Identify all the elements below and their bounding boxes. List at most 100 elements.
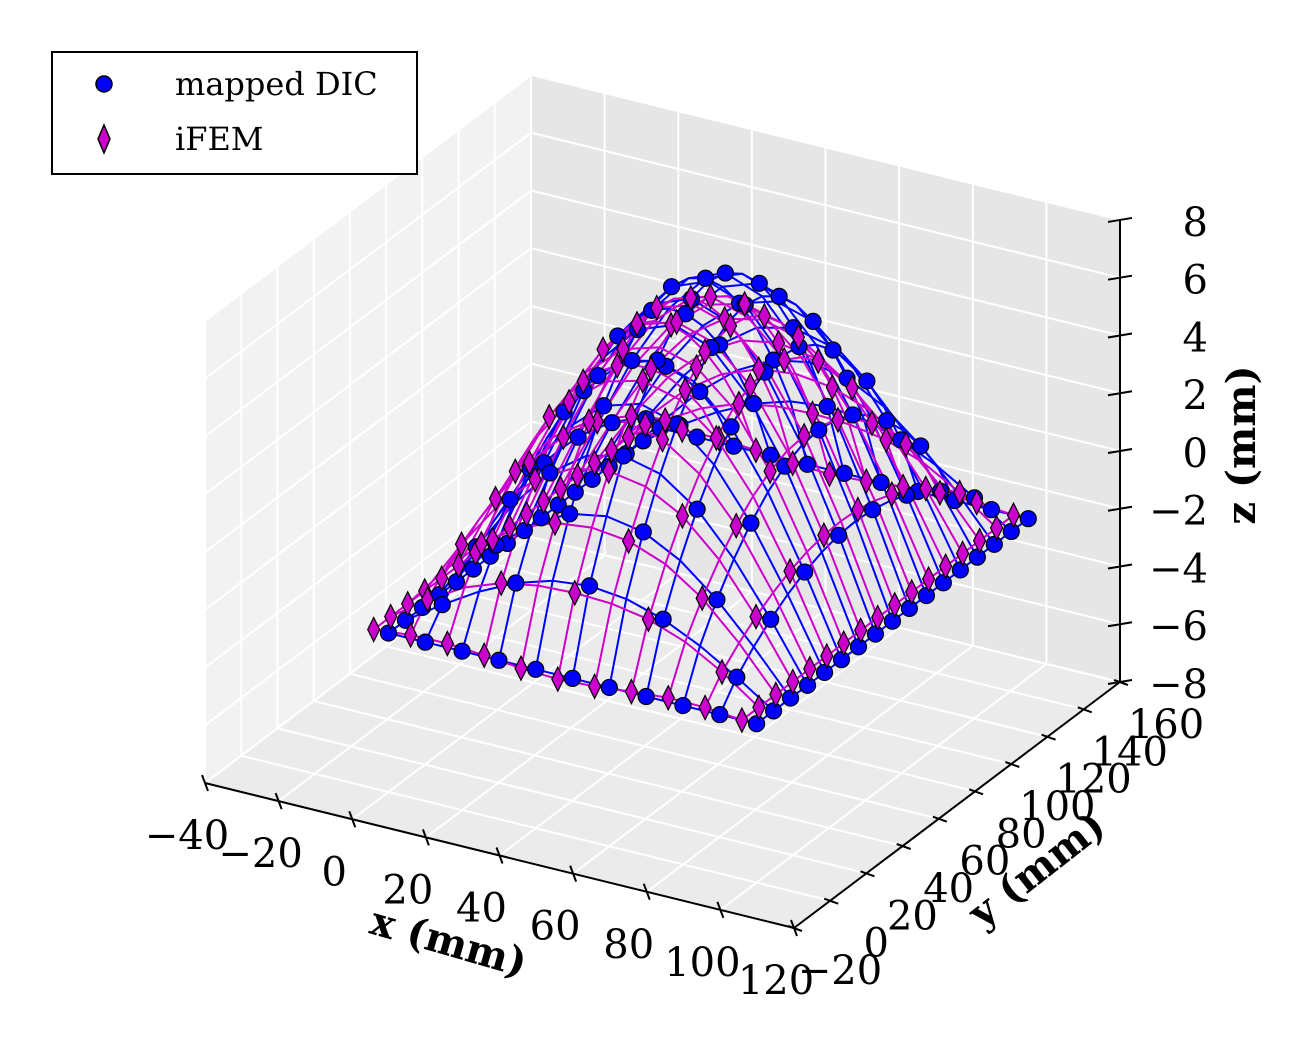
x-tick-mark [348,810,357,828]
data-point-ifem [752,355,766,383]
data-point-ifem [919,475,933,502]
z-tick-mark [1107,447,1133,454]
data-point-ifem [749,436,763,464]
data-point-ifem [970,489,984,516]
y-tick-mark [896,843,912,850]
data-point-ifem [494,569,508,597]
data-point-ifem [655,426,670,453]
y-tick-mark [968,788,984,796]
data-point-ifem [435,564,449,592]
data-point-ifem [752,693,766,721]
y-tick-label: 0 [863,921,888,967]
y-tick-label: 120 [1055,757,1131,803]
data-point-mapped-dic [583,470,601,488]
grid-line-z [204,73,1121,322]
data-point-ifem [783,557,797,585]
z-tick-label: −4 [1149,546,1208,592]
data-point-ifem [367,616,381,643]
data-point-mapped-dic [900,599,919,617]
data-point-ifem [865,409,879,437]
z-tick-mark [1107,332,1133,339]
data-point-ifem [514,654,528,682]
data-point-mapped-dic [623,351,641,370]
data-point-mapped-dic [637,687,655,706]
grid-line-z [204,362,1121,611]
data-point-ifem [596,336,610,363]
data-point-mapped-dic [674,696,692,715]
data-point-ifem [454,530,469,558]
data-point-mapped-dic [433,596,451,614]
data-point-mapped-dic [849,638,868,656]
z-axis-ticks: −8 −6 −4 −2 0 2 4 6 8 [1107,200,1208,708]
data-point-ifem [610,352,624,379]
z-tick-mark [1107,216,1133,223]
data-point-mapped-dic [379,624,398,642]
x-tick-label: 120 [738,958,814,1004]
data-point-ifem [678,376,692,404]
legend-marker-mapped-dic [95,75,113,93]
x-tick-mark [274,792,283,810]
data-point-mapped-dic [968,548,986,566]
data-point-mapped-dic [708,591,726,609]
data-point-mapped-dic [634,523,652,541]
data-point-ifem [777,346,791,374]
data-point-ifem [384,603,398,630]
legend-label-mapped-dic: mapped DIC [175,65,378,103]
data-point-mapped-dic [883,612,902,630]
data-point-mapped-dic [878,412,896,430]
data-point-mapped-dic [815,663,834,682]
data-point-mapped-dic [716,264,734,282]
data-point-ifem [735,706,749,734]
data-point-ifem [803,655,817,683]
data-point-mapped-dic [917,586,935,605]
data-point-mapped-dic [832,651,851,669]
data-point-ifem [604,436,619,464]
data-point-mapped-dic [507,574,525,592]
data-point-ifem [675,416,689,444]
data-point-ifem [757,302,772,330]
y-tick-label: 20 [887,893,938,939]
data-point-mapped-dic [863,501,882,519]
data-point-mapped-dic [569,428,587,446]
data-point-ifem [689,353,704,381]
data-point-ifem [420,586,435,613]
z-tick-label: −2 [1149,489,1208,535]
data-point-mapped-dic [527,660,545,678]
data-point-ifem [621,423,636,451]
data-point-ifem [624,678,639,705]
data-point-ifem [542,403,556,431]
data-point-mapped-dic [934,574,952,592]
data-point-ifem [703,283,718,310]
grid-line-z [204,420,1121,669]
data-point-mapped-dic [654,610,672,628]
data-point-ifem [743,372,757,399]
data-point-ifem [972,527,987,555]
data-point-mapped-dic [764,702,783,720]
x-tick-label: 80 [603,922,654,968]
data-point-ifem [568,579,582,607]
data-point-ifem [661,684,675,712]
data-point-ifem [896,473,910,500]
data-point-mapped-dic [561,505,579,523]
data-point-mapped-dic [589,366,607,385]
x-tick-label: 60 [530,904,581,950]
x-tick-mark [201,774,209,792]
data-point-ifem [621,527,636,555]
data-point-mapped-dic [728,668,746,686]
data-point-ifem [587,449,602,477]
data-point-ifem [474,530,488,558]
data-point-mapped-dic [595,397,613,415]
data-point-ifem [522,449,537,477]
y-tick-label: 80 [996,811,1047,857]
data-point-ifem [684,284,698,312]
data-point-mapped-dic [416,633,434,651]
wire-line [474,346,845,644]
y-tick-label: 40 [923,866,974,912]
data-point-ifem [737,290,752,318]
data-point-mapped-dic [770,287,788,305]
x-tick-mark [569,865,578,882]
z-tick-mark [1107,621,1133,628]
data-point-ifem [1006,501,1021,529]
data-point-ifem [508,457,522,485]
